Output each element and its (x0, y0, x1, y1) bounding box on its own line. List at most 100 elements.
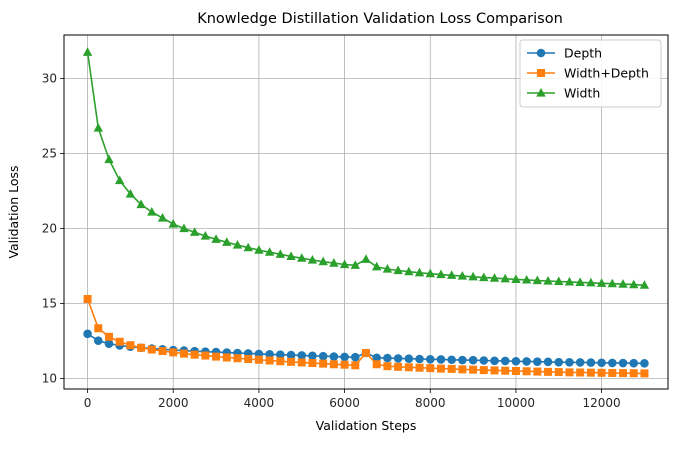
legend-box (519, 39, 662, 108)
data-point-width-depth (576, 368, 585, 377)
data-point-depth (393, 354, 403, 363)
data-point-depth (554, 357, 564, 367)
data-point-width-depth (201, 351, 210, 360)
data-point-width-depth (426, 364, 435, 373)
data-point-width (339, 259, 350, 269)
data-point-width (350, 260, 360, 269)
data-point-depth (340, 352, 349, 362)
data-point-width (200, 231, 211, 240)
data-point-depth (104, 339, 114, 349)
data-point-depth (447, 355, 456, 365)
data-point-width (157, 213, 168, 222)
data-point-width-depth (383, 362, 392, 371)
data-point-width (104, 154, 114, 164)
data-point-width (425, 268, 435, 278)
y-axis-ticks: 10 15 20 25 30 (42, 72, 64, 386)
legend-entry-width: Width (527, 86, 600, 101)
y-axis-label: Validation Loss (6, 165, 21, 258)
data-point-depth (276, 350, 285, 359)
data-point-width-depth (362, 349, 370, 357)
data-point-width (382, 264, 393, 273)
data-point-depth (640, 359, 649, 368)
data-point-width-depth (372, 360, 381, 369)
data-point-width-depth (244, 355, 253, 363)
data-point-depth (329, 352, 339, 361)
data-point-width-depth (212, 352, 221, 361)
data-point-width-depth (415, 363, 424, 372)
x-axis-label: Validation Steps (316, 418, 417, 433)
data-point-depth (436, 355, 446, 364)
data-point-depth (83, 329, 92, 339)
data-point-width (254, 245, 264, 254)
data-point-width-depth (297, 358, 306, 367)
data-point-width-depth (254, 355, 263, 364)
data-point-width (500, 273, 510, 283)
data-point-width-depth (629, 369, 638, 378)
data-point-depth (350, 352, 360, 362)
data-point-width-depth (233, 354, 242, 363)
data-point-depth (318, 351, 328, 361)
legend-entry-depth: Depth (527, 46, 602, 61)
data-point-width-depth (158, 347, 167, 356)
data-point-depth (404, 354, 414, 364)
data-point-width-depth (586, 368, 595, 377)
data-point-depth (383, 353, 392, 363)
data-point-width-depth (544, 367, 553, 376)
data-point-width (125, 189, 136, 198)
x-tick-label: 12000 (583, 396, 621, 410)
data-point-width-depth (287, 357, 296, 366)
data-point-depth (308, 351, 317, 361)
legend-entry-width-depth: Width+Depth (527, 66, 649, 81)
data-point-width-depth (104, 332, 113, 341)
data-point-width (446, 270, 457, 279)
data-point-width (361, 254, 371, 263)
data-point-width-depth (265, 356, 274, 365)
data-point-width (457, 271, 468, 280)
data-point-width (232, 240, 243, 249)
data-point-width (179, 223, 189, 233)
data-point-depth (490, 356, 499, 366)
data-point-width-depth (137, 343, 146, 352)
data-point-depth (458, 355, 467, 365)
x-tick-label: 10000 (497, 396, 535, 410)
data-point-width-depth (94, 324, 103, 333)
data-point-width (586, 277, 596, 287)
data-point-width (414, 267, 425, 277)
legend: Depth Width+Depth Width (519, 39, 662, 108)
data-point-width-depth (308, 359, 317, 368)
data-point-depth (608, 358, 617, 368)
data-point-width (297, 253, 307, 262)
x-tick-label: 2000 (158, 396, 189, 410)
data-point-width (211, 234, 221, 243)
series-width-depth (83, 295, 649, 378)
data-point-width-depth (222, 353, 231, 362)
data-point-width-depth (190, 350, 199, 359)
data-point-width (554, 276, 564, 286)
data-point-width (318, 256, 328, 266)
data-point-width (511, 274, 521, 283)
data-point-width (136, 199, 146, 209)
data-point-width (93, 123, 103, 132)
data-point-width (307, 255, 318, 264)
data-point-width (168, 219, 178, 228)
data-point-width-depth (479, 366, 488, 375)
legend-label: Depth (564, 46, 602, 61)
data-point-width (82, 47, 93, 56)
data-point-width (564, 276, 575, 286)
series-width (82, 47, 650, 289)
data-point-width (436, 269, 446, 279)
data-point-width (607, 278, 618, 288)
data-point-width-depth (458, 365, 467, 374)
data-point-width (575, 277, 585, 286)
data-point-width-depth (533, 367, 542, 376)
data-point-width-depth (501, 366, 510, 375)
y-tick-label: 20 (42, 222, 57, 236)
x-tick-label: 6000 (329, 396, 360, 410)
data-point-width-depth (404, 363, 413, 372)
data-point-width (489, 273, 500, 282)
data-point-width-depth (511, 367, 520, 375)
data-point-width (222, 237, 232, 246)
data-point-depth (586, 358, 596, 367)
data-point-width-depth (597, 368, 606, 377)
